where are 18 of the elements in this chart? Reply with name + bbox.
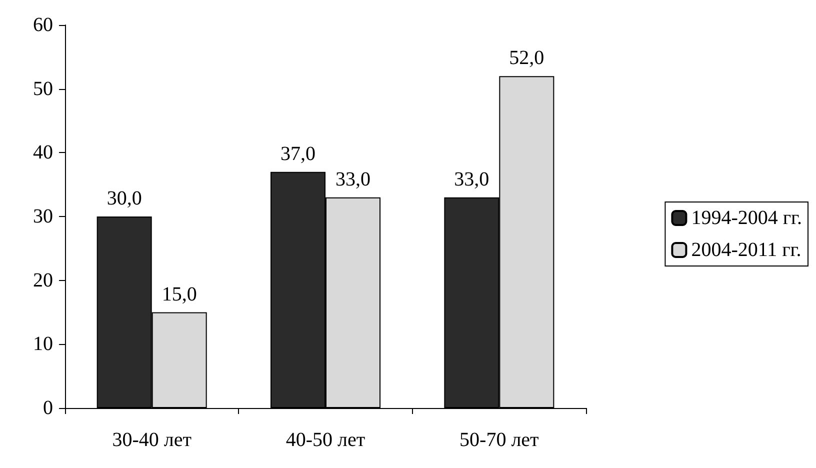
- data-label: 15,0: [162, 283, 197, 306]
- data-label: 52,0: [509, 47, 544, 70]
- data-label: 33,0: [454, 168, 490, 190]
- data-label: 33,0: [336, 168, 370, 190]
- y-tick-label: 30: [33, 206, 53, 228]
- y-tick-label: 20: [33, 269, 53, 292]
- y-tick-label: 10: [33, 333, 53, 356]
- x-tick-label: 30-40 лет: [112, 429, 192, 451]
- x-tick-label: 50-70 лет: [460, 429, 540, 451]
- x-tick-label: 40-50 лет: [286, 429, 366, 451]
- y-tick-label: 40: [33, 142, 53, 164]
- y-tick-label: 0: [43, 397, 53, 419]
- legend-label: 2004-2011 гг.: [691, 239, 802, 261]
- data-label: 37,0: [280, 142, 316, 165]
- legend-label: 1994-2004 гг.: [691, 207, 802, 229]
- y-tick-label: 50: [33, 78, 53, 100]
- y-tick-label: 60: [33, 14, 53, 36]
- data-label: 30,0: [106, 188, 142, 210]
